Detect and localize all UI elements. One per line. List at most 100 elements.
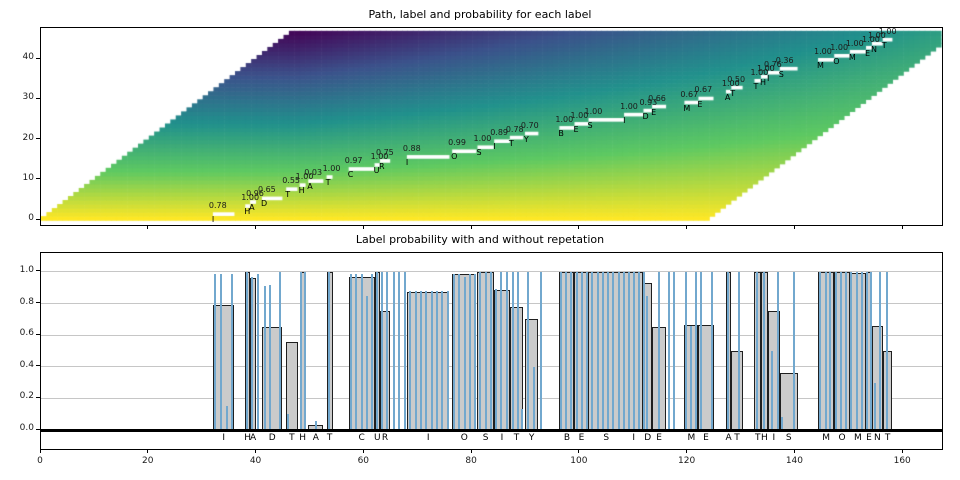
- frame-probability-bar: [521, 409, 524, 431]
- frame-probability-bar: [780, 417, 783, 431]
- axis-letter-label: M: [687, 433, 696, 444]
- axis-letter-label: S: [785, 433, 792, 444]
- path-letter: T: [325, 178, 331, 188]
- path-probability: 1.00: [584, 106, 603, 116]
- x-tick-mark: [470, 225, 472, 229]
- frame-probability-bar: [886, 271, 889, 431]
- path-probability: 0.70: [520, 120, 539, 130]
- axis-letter-label: S: [603, 433, 610, 444]
- frame-probability-bar: [484, 271, 487, 431]
- frame-probability-bar: [840, 271, 843, 431]
- frame-probability-bar: [360, 273, 363, 431]
- frame-probability-bar: [850, 271, 853, 431]
- axis-letter-label: I: [426, 433, 430, 444]
- axis-letter-label: T: [754, 433, 761, 444]
- path-probability: 0.96: [246, 189, 264, 199]
- x-tick-label: 20: [142, 456, 154, 466]
- frame-probability-bar: [793, 271, 796, 431]
- frame-probability-bar: [495, 289, 498, 431]
- y-tick-mark: [36, 365, 40, 367]
- frame-probability-bar: [829, 271, 832, 431]
- path-letter: T: [508, 138, 514, 148]
- axis-letter-label: D: [268, 433, 276, 444]
- x-tick-label: 120: [678, 456, 696, 466]
- frame-probability-bar: [845, 271, 848, 431]
- path-letter: I: [405, 157, 409, 167]
- path-letter: H: [759, 77, 766, 87]
- axis-letter-label: O: [460, 433, 468, 444]
- x-tick-mark: [686, 449, 688, 453]
- frame-probability-bar: [328, 271, 331, 431]
- path-letter: D: [260, 199, 268, 209]
- path-probability: 0.78: [505, 124, 524, 134]
- x-tick-mark: [578, 225, 580, 229]
- axis-letter-label: M: [854, 433, 862, 444]
- frame-probability-bar: [581, 271, 584, 431]
- path-letter: R: [378, 161, 385, 171]
- frame-probability-bar: [489, 271, 492, 431]
- frame-probability-bar: [214, 273, 217, 431]
- y-tick-label: 20: [22, 132, 34, 143]
- axis-letter-label: U: [373, 433, 381, 444]
- x-tick-label: 60: [357, 456, 370, 466]
- path-letter: E: [697, 99, 703, 109]
- frame-probability-bar: [349, 273, 352, 431]
- y-tick-mark: [36, 97, 40, 99]
- frame-probability-bar: [646, 295, 649, 431]
- path-letter: O: [451, 152, 458, 162]
- path-letter: H: [244, 207, 251, 217]
- frame-probability-bar: [463, 276, 466, 431]
- frame-probability-bar: [355, 273, 358, 431]
- y-tick-mark: [36, 270, 40, 272]
- x-tick-mark: [686, 225, 688, 229]
- x-tick-mark: [470, 449, 472, 453]
- path-probability: 1.00: [473, 134, 492, 144]
- frame-probability-bar: [303, 271, 306, 431]
- path-letter: C: [347, 170, 354, 180]
- axis-letter-label: D: [644, 433, 652, 444]
- path-probability: 1.00: [814, 46, 832, 56]
- frame-probability-bar: [511, 271, 514, 431]
- path-probability: 1.00: [322, 164, 341, 174]
- y-tick-mark: [36, 428, 40, 430]
- frame-probability-bar: [287, 414, 290, 431]
- y-tick-mark: [36, 57, 40, 59]
- path-probability: 0.50: [727, 74, 746, 84]
- y-tick-label: 0.8: [19, 296, 34, 307]
- axis-letter-label: R: [381, 433, 389, 444]
- frame-probability-bar: [700, 271, 703, 431]
- frame-probability-bar: [516, 271, 519, 431]
- axis-letter-label: T: [289, 433, 295, 444]
- frame-probability-bar: [834, 271, 837, 431]
- axis-letter-label: S: [482, 433, 489, 444]
- path-probability: 0.67: [680, 89, 699, 99]
- path-probability: 1.00: [555, 114, 574, 124]
- y-tick-label: 40: [22, 52, 34, 63]
- path-letter: M: [817, 60, 824, 70]
- frame-probability-bar: [870, 271, 873, 431]
- axis-letter-label: O: [838, 433, 846, 444]
- path-letter: H: [298, 186, 305, 196]
- x-tick-label: 40: [249, 456, 262, 466]
- y-tick-label: 1.0: [19, 264, 34, 275]
- frame-probability-bar: [257, 273, 260, 431]
- y-tick-mark: [36, 396, 40, 398]
- axis-letter-label: T: [734, 433, 740, 444]
- path-probability: 0.66: [648, 93, 666, 103]
- frame-probability-bar: [500, 271, 503, 431]
- frame-probability-bar: [409, 290, 412, 431]
- y-tick-label: 0.2: [19, 391, 34, 402]
- path-letter: T: [285, 190, 291, 200]
- path-probability: 0.88: [402, 143, 421, 153]
- frame-probability-bar: [726, 271, 729, 431]
- path-letter: S: [476, 148, 482, 158]
- path-letter: N: [870, 44, 877, 54]
- path-letter: S: [778, 69, 784, 79]
- frame-probability-bar: [314, 420, 317, 431]
- frame-probability-bar: [575, 271, 578, 431]
- frame-probability-bar: [458, 273, 461, 431]
- axis-letter-label: T: [513, 433, 520, 444]
- frame-probability-bar: [381, 271, 384, 431]
